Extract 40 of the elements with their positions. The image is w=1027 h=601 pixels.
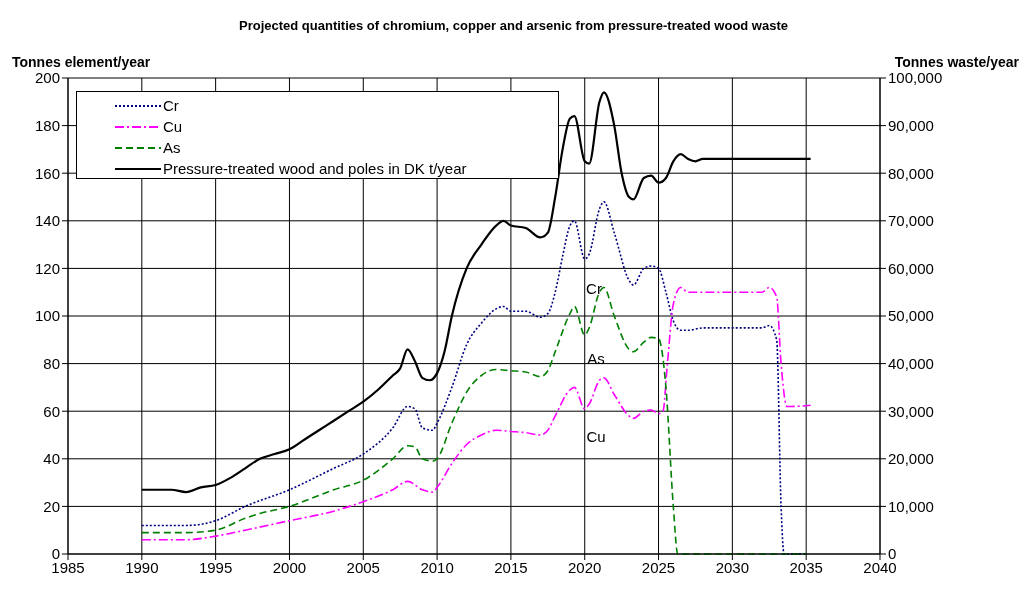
y2-tick-label: 30,000 (888, 402, 934, 420)
legend-label: As (163, 139, 181, 156)
x-tick-label: 1995 (198, 558, 233, 576)
y2-axis-title: Tonnes waste/year (894, 54, 1019, 70)
x-tick-label: 2010 (420, 558, 454, 576)
y2-tick-label: 80,000 (888, 164, 934, 182)
y2-tick-label: 40,000 (888, 354, 934, 372)
y-tick-label: 100 (34, 307, 60, 325)
x-tick-label: 2000 (272, 558, 307, 576)
x-tick-label: 2030 (715, 558, 750, 576)
y-tick-label: 120 (34, 259, 60, 277)
annotation: Cr (586, 279, 602, 297)
x-tick-label: 2005 (346, 558, 380, 576)
x-tick-label: 2035 (789, 558, 823, 576)
y-tick-label: 80 (43, 354, 60, 372)
y-tick-label: 200 (34, 69, 60, 87)
legend-label: Cr (163, 97, 179, 114)
annotation: As (587, 349, 605, 367)
y2-tick-label: 20,000 (888, 450, 934, 468)
y2-tick-label: 100,000 (888, 69, 943, 87)
chart-title: Projected quantities of chromium, copper and arsenic from pressure-treated wood waste (238, 18, 789, 33)
y-axis-title: Tonnes element/year (12, 54, 151, 70)
y-tick-label: 40 (43, 450, 60, 468)
y2-tick-label: 10,000 (888, 497, 934, 515)
y-tick-label: 20 (43, 497, 60, 515)
legend-label: Pressure-treated wood and poles in DK t/year (163, 160, 467, 177)
y2-tick-label: 90,000 (888, 116, 934, 134)
legend-label: Cu (163, 118, 183, 135)
y-tick-label: 160 (34, 164, 60, 182)
y2-tick-label: 60,000 (888, 259, 934, 277)
x-tick-label: 1990 (125, 558, 159, 576)
y-tick-label: 60 (43, 402, 60, 420)
x-tick-label: 2020 (568, 558, 602, 576)
y-tick-label: 140 (34, 212, 60, 230)
y2-tick-label: 70,000 (888, 212, 934, 230)
y-tick-label: 180 (34, 116, 60, 134)
y2-tick-label: 50,000 (888, 307, 934, 325)
annotation: Cu (586, 427, 606, 445)
x-tick-label: 2025 (641, 558, 676, 576)
x-tick-label: 2015 (494, 558, 528, 576)
